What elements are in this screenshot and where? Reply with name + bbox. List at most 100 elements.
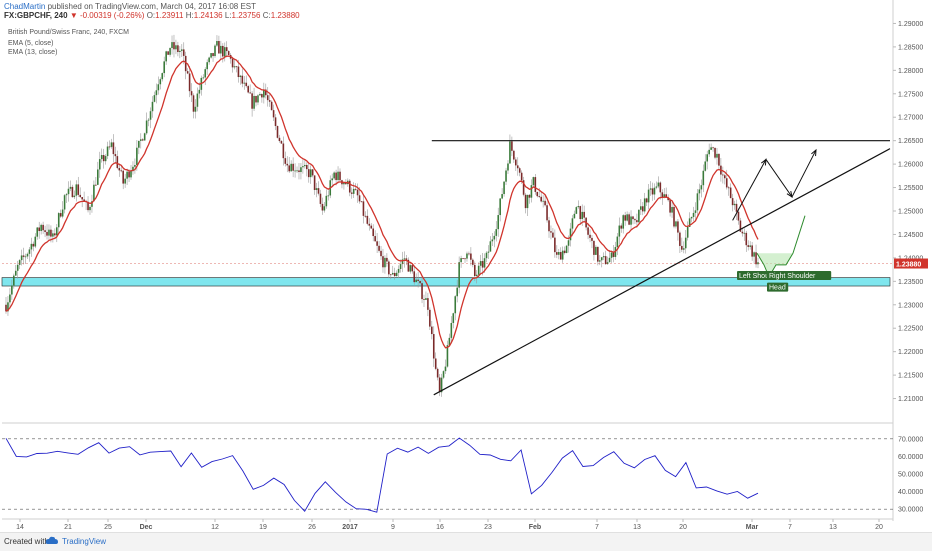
candle-body xyxy=(307,169,310,178)
candle-body xyxy=(319,193,322,204)
rsi-tick-label: 50.0000 xyxy=(898,472,923,479)
candle-body xyxy=(141,139,144,141)
publish-header: ChadMartin published on TradingView.com,… xyxy=(4,2,256,11)
time-tick-label: 23 xyxy=(484,524,492,531)
created-with-label: Created with xyxy=(4,537,49,546)
candle-body xyxy=(48,229,50,236)
candle-body xyxy=(180,49,183,51)
candle-body xyxy=(626,214,628,221)
projection-arrowhead xyxy=(760,158,767,166)
candle-body xyxy=(241,75,244,84)
price-chart[interactable]: 1.21000 1.21500 1.22000 1.22500 1.23000 1.235… xyxy=(0,0,932,532)
last-price-badge xyxy=(894,258,928,269)
candle-body xyxy=(225,47,228,52)
candle-body xyxy=(602,256,605,258)
candle-body xyxy=(138,140,140,148)
candle-body xyxy=(52,233,54,237)
candle-body xyxy=(503,181,505,195)
candle-body xyxy=(733,203,736,206)
candle-body xyxy=(253,95,255,109)
candle-body xyxy=(280,141,283,144)
candle-body xyxy=(673,206,675,227)
candle-body xyxy=(77,184,80,195)
tradingview-cloud-icon xyxy=(45,536,58,544)
candle-body xyxy=(489,241,492,252)
price-tick-label: 1.21500 xyxy=(898,373,923,380)
time-tick-label: 12 xyxy=(211,524,219,531)
time-tick-label: Feb xyxy=(529,524,541,531)
time-tick-label: 16 xyxy=(436,524,444,531)
candle-body xyxy=(59,213,62,217)
candle-body xyxy=(727,187,730,189)
candle-body xyxy=(208,57,210,63)
candle-body xyxy=(30,243,33,250)
price-tick-label: 1.28500 xyxy=(898,44,923,51)
candle-body xyxy=(83,199,85,202)
ema5-legend: EMA (5, close) xyxy=(8,40,54,47)
candle-body xyxy=(464,258,466,260)
candle-body xyxy=(32,243,35,247)
candle-body xyxy=(177,45,179,53)
candle-body xyxy=(210,53,212,58)
candle-body xyxy=(311,169,314,176)
candle-body xyxy=(569,228,572,241)
candle-body xyxy=(438,377,441,393)
candle-body xyxy=(417,279,419,281)
candle-body xyxy=(454,296,457,314)
candle-body xyxy=(702,170,705,186)
ticker-symbol[interactable]: FX:GBPCHF, 240 xyxy=(4,11,68,20)
time-tick-label: Mar xyxy=(746,524,759,531)
candle-body xyxy=(575,207,578,214)
candle-body xyxy=(46,231,48,236)
candle-body xyxy=(653,187,656,195)
candle-body xyxy=(757,262,759,265)
candle-body xyxy=(491,239,494,242)
candle-body xyxy=(669,200,671,213)
candle-body xyxy=(507,163,509,171)
candle-body xyxy=(89,206,91,211)
price-tick-label: 1.25000 xyxy=(898,209,923,216)
candle-body xyxy=(163,61,166,74)
candle-body xyxy=(557,252,560,255)
price-tick-label: 1.23500 xyxy=(898,279,923,286)
candle-body xyxy=(565,245,568,254)
candle-body xyxy=(97,169,99,185)
candle-body xyxy=(643,198,646,212)
candle-body xyxy=(331,178,333,181)
candle-body xyxy=(649,188,652,190)
candle-body xyxy=(362,201,365,216)
candle-body xyxy=(108,146,111,148)
candle-body xyxy=(688,218,691,227)
time-tick-label: 13 xyxy=(829,524,837,531)
candle-body xyxy=(552,232,554,238)
candle-body xyxy=(40,224,42,232)
candle-body xyxy=(403,258,406,260)
candle-body xyxy=(520,172,523,181)
candle-body xyxy=(630,216,632,225)
candle-body xyxy=(686,226,689,238)
support-zone xyxy=(1,277,891,287)
candle-body xyxy=(81,197,83,200)
candle-body xyxy=(431,326,433,335)
time-tick-label: 19 xyxy=(259,524,267,531)
candle-body xyxy=(335,172,337,181)
candle-body xyxy=(194,106,197,112)
candle-body xyxy=(268,100,271,102)
candle-body xyxy=(139,139,142,141)
author-link[interactable]: ChadMartin xyxy=(4,2,46,11)
candle-body xyxy=(24,256,27,258)
candle-body xyxy=(544,200,546,206)
candle-body xyxy=(636,220,638,223)
candle-body xyxy=(425,298,427,300)
candle-body xyxy=(651,188,654,195)
tradingview-link[interactable]: TradingView xyxy=(62,537,107,546)
rsi-tick-label: 60.0000 xyxy=(898,454,923,461)
candle-body xyxy=(456,287,458,297)
candle-body xyxy=(190,91,193,96)
candle-body xyxy=(749,245,751,247)
candle-body xyxy=(397,268,400,273)
candle-body xyxy=(343,182,345,185)
rsi-tick-label: 30.0000 xyxy=(898,507,923,514)
candle-body xyxy=(302,166,304,168)
candle-body xyxy=(249,92,251,94)
